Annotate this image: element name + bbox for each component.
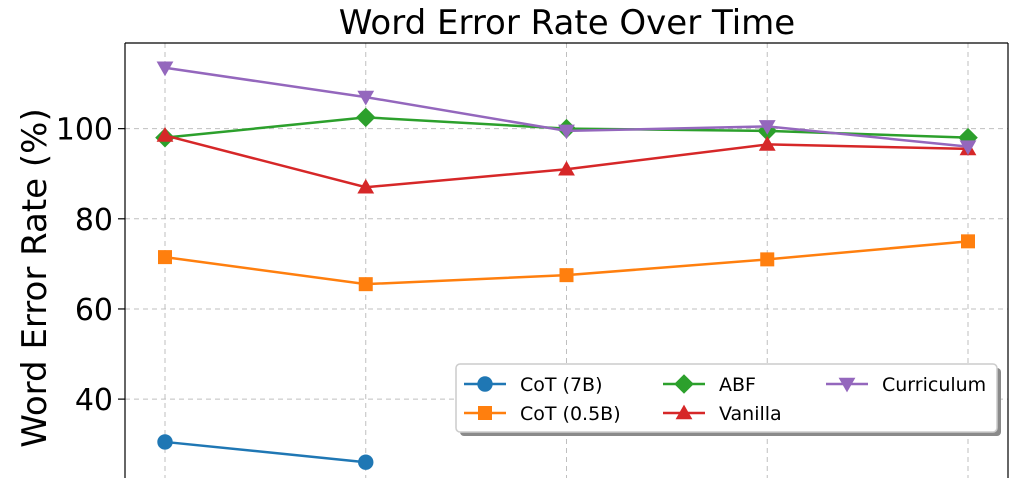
y-tick-label: 100 [56,113,113,148]
legend-label: CoT (7B) [520,374,603,396]
data-point [838,377,856,393]
data-point [156,127,174,142]
data-point [357,90,375,106]
legend-item: ABF [663,374,756,396]
data-point [559,268,574,283]
data-point [478,406,492,420]
data-point [477,376,493,392]
y-axis-label: Word Error Rate (%) [15,108,55,448]
data-point [355,107,376,128]
legend-frame [455,363,998,433]
series-vanilla [156,127,977,194]
legend-item: CoT (0.5B) [464,403,621,425]
data-point [675,404,693,420]
data-point [959,140,977,156]
series-cot-0-5b [158,234,975,292]
data-point [760,252,775,267]
y-tick-label: 80 [75,203,113,238]
y-tick-label: 60 [75,293,113,328]
legend-label: Vanilla [719,403,782,425]
data-point [758,120,776,135]
data-point [558,160,575,176]
chart-title: Word Error Rate Over Time [339,3,795,43]
data-point [156,61,174,77]
data-series [155,61,978,470]
data-point [674,374,694,394]
data-point [358,277,373,292]
legend-label: ABF [719,374,756,396]
series-line [164,440,366,464]
data-point [958,127,978,148]
data-point [157,434,173,450]
series-cot-7b [157,434,374,470]
legend-label: CoT (0.5B) [520,403,621,425]
legend-label: Curriculum [882,374,986,396]
series-curriculum [156,61,977,156]
legend-item: Curriculum [826,374,986,396]
data-point [961,234,975,249]
legend-item: CoT (7B) [464,374,603,396]
data-point [158,250,172,265]
data-point [357,178,375,194]
axes: 40 60 80 100 [56,42,1009,478]
data-point [558,124,575,140]
data-point [758,136,776,151]
legend: CoT (7B) CoT (0.5B) ABF Vanilla Curriculum [455,363,1001,436]
data-point [358,454,374,470]
y-tick-label: 40 [75,383,113,418]
legend-item: Vanilla [663,403,782,425]
